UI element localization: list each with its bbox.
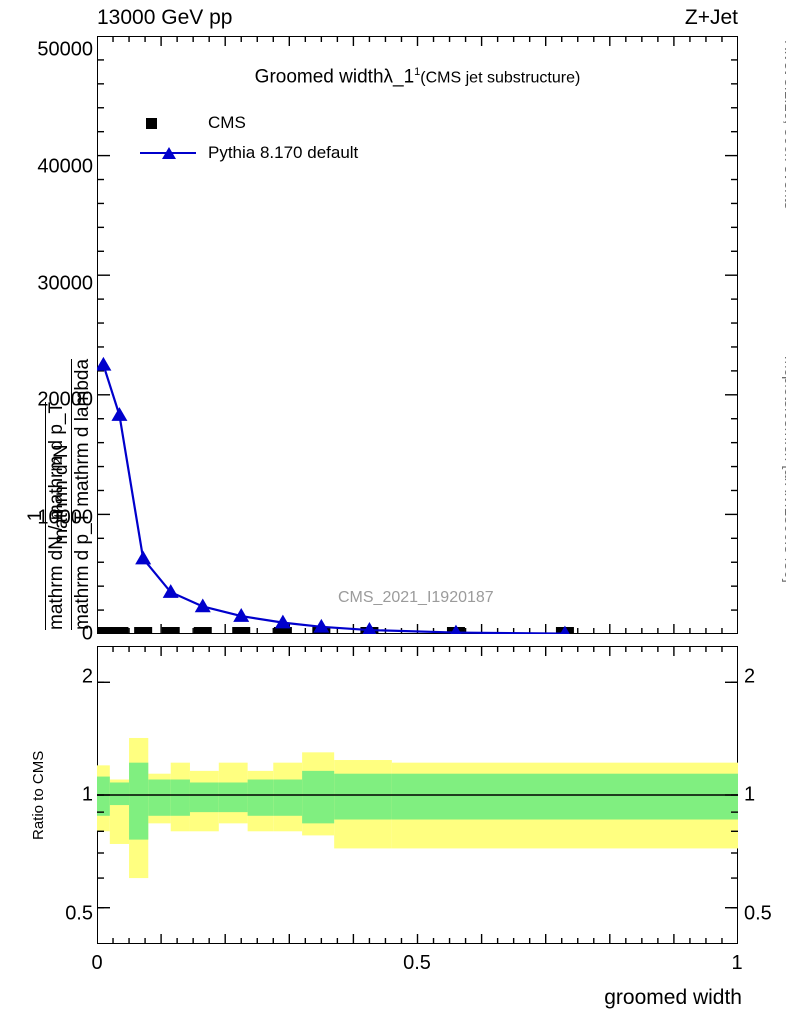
x-axis-title: groomed width xyxy=(604,986,742,1009)
y-axis-tick-labels: 0 10000 20000 30000 40000 50000 xyxy=(0,0,93,1024)
legend-label-cms: CMS xyxy=(208,113,246,132)
header-process-label: Z+Jet xyxy=(684,6,738,29)
ratio-y-tick-1-right: 1 xyxy=(744,783,756,806)
ratio-y-tick-05-right: 0.5 xyxy=(744,902,772,925)
legend-item-pythia[interactable]: Pythia 8.170 default xyxy=(140,138,358,168)
legend-marker-square xyxy=(140,113,202,133)
ratio-y-tick-2-right: 2 xyxy=(744,665,756,688)
x-axis-tick-labels: 0 0.5 1 xyxy=(0,952,786,982)
y-tick-30000: 30000 xyxy=(37,272,93,295)
main-plot-canvas xyxy=(97,36,738,634)
legend-label-pythia: Pythia 8.170 default xyxy=(208,143,359,162)
plot-title: Groomed widthλ_11(CMS jet substructure) xyxy=(97,66,738,88)
plot-title-paren: (CMS jet substructure) xyxy=(420,69,581,87)
ratio-y-tick-05-left: 0.5 xyxy=(65,902,93,925)
ratio-plot-canvas xyxy=(97,646,738,944)
y-tick-50000: 50000 xyxy=(37,38,93,61)
ratio-y-tick-labels-left: 2 1 0.5 xyxy=(0,0,93,1024)
y-tick-20000: 20000 xyxy=(37,388,93,411)
y-tick-10000: 10000 xyxy=(37,506,93,529)
analysis-watermark: CMS_2021_I1920187 xyxy=(338,589,494,606)
ratio-y-tick-1-left: 1 xyxy=(81,783,93,806)
ratio-y-tick-labels-right: 2 1 0.5 xyxy=(744,0,786,1024)
legend: CMS Pythia 8.170 default xyxy=(140,108,358,168)
legend-item-cms[interactable]: CMS xyxy=(140,108,358,138)
plot-title-lambda: λ_1 xyxy=(383,66,415,88)
x-tick-0: 0 xyxy=(91,952,103,974)
main-plot-panel xyxy=(97,36,738,634)
plot-title-superscript: 1 xyxy=(414,66,421,78)
x-tick-1: 1 xyxy=(731,952,743,974)
ratio-y-tick-2-left: 2 xyxy=(81,665,93,688)
x-tick-05: 0.5 xyxy=(403,952,431,974)
y-tick-40000: 40000 xyxy=(37,155,93,178)
y-tick-0: 0 xyxy=(81,622,93,645)
header-beam-label: 13000 GeV pp xyxy=(97,6,233,29)
legend-marker-triangle-line xyxy=(140,143,202,163)
plot-title-main: Groomed width xyxy=(254,66,384,88)
